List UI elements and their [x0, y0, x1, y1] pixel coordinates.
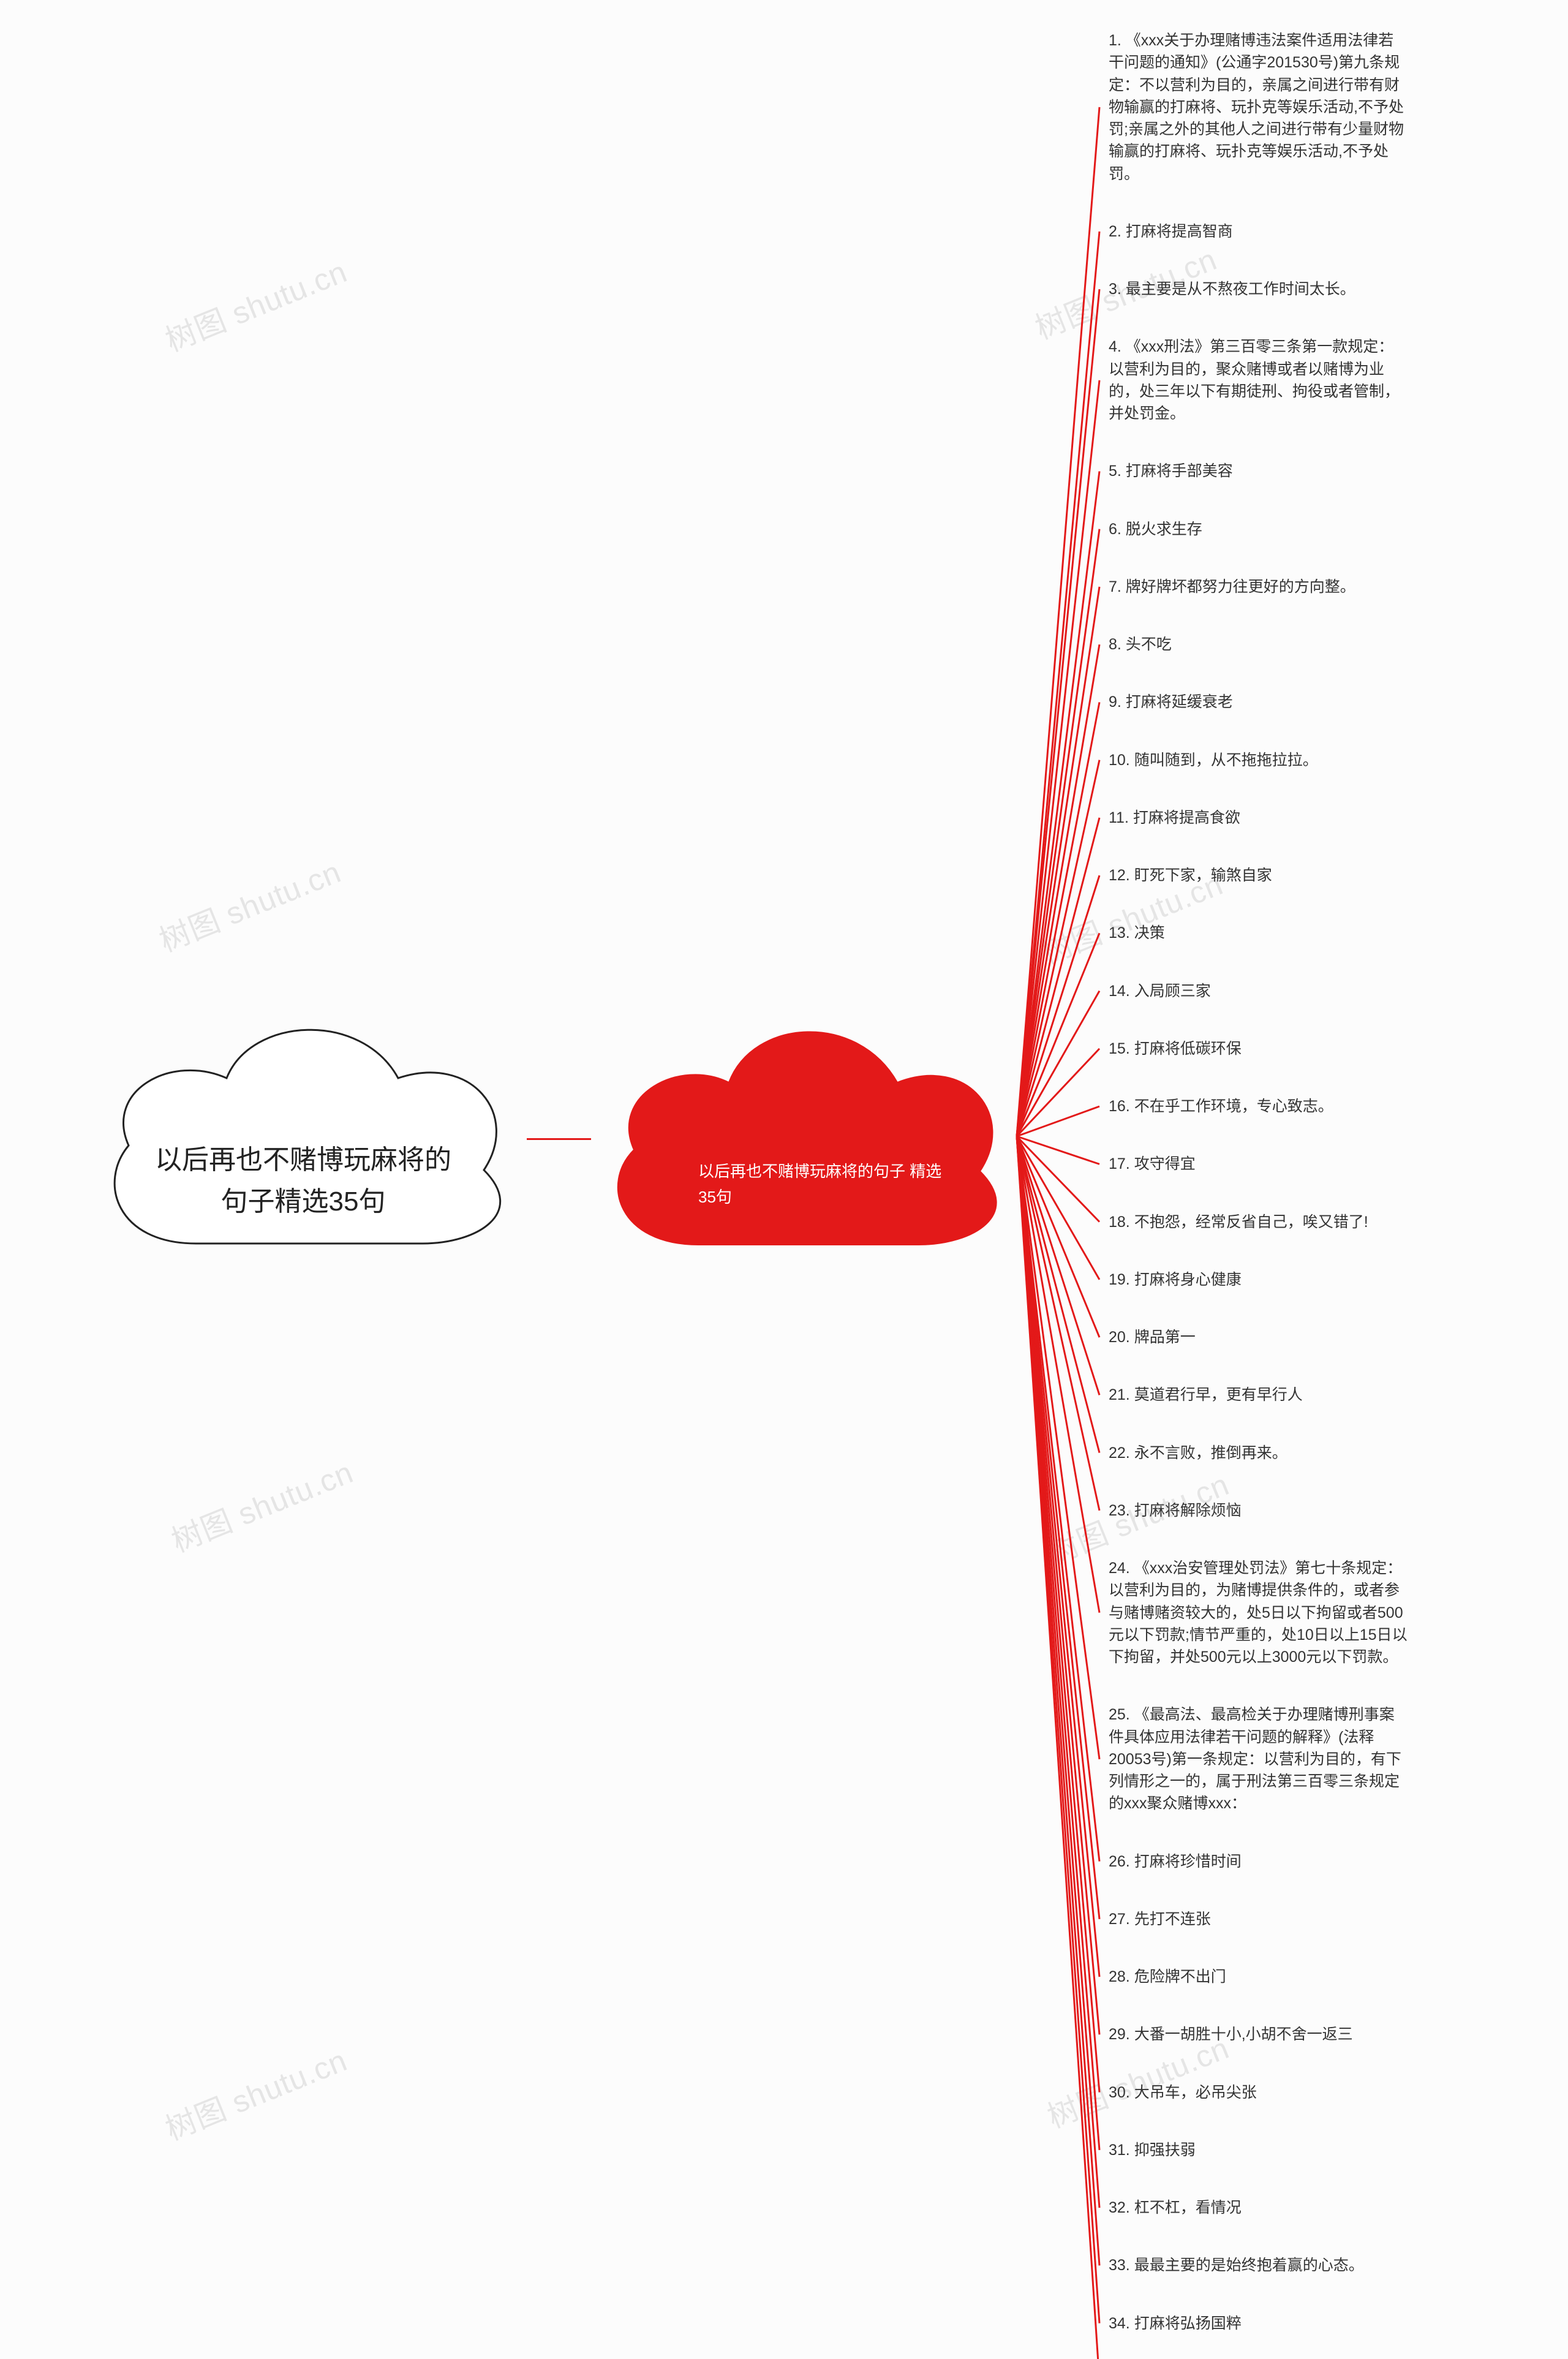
leaf-node: 25. 《最高法、最高检关于办理赌博刑事案件具体应用法律若干问题的解释》(法释2… [1102, 1699, 1409, 1819]
leaf-node: 10. 随叫随到，从不拖拖拉拉。 [1102, 744, 1415, 776]
leaf-node: 4. 《xxx刑法》第三百零三条第一款规定：以营利为目的，聚众赌博或者以赌博为业… [1102, 331, 1409, 429]
hub-title: 以后再也不赌博玩麻将的句子 精选 35句 [698, 1159, 956, 1210]
leaf-node: 17. 攻守得宜 [1102, 1148, 1415, 1180]
leaf-node: 14. 入局顾三家 [1102, 975, 1415, 1007]
leaf-node: 27. 先打不连张 [1102, 1903, 1415, 1935]
leaf-node: 23. 打麻将解除烦恼 [1102, 1495, 1415, 1527]
leaf-node: 30. 大吊车，必吊尖张 [1102, 2077, 1415, 2108]
leaf-node: 26. 打麻将珍惜时间 [1102, 1846, 1415, 1878]
node-column: 1. 《xxx关于办理赌博违法案件适用法律若干问题的通知》(公通字201530号… [1102, 25, 1446, 2359]
hub-title-line1: 以后再也不赌博玩麻将的句子 精选 [698, 1162, 941, 1180]
cloud-icon [80, 986, 527, 1280]
leaf-node: 16. 不在乎工作环境，专心致志。 [1102, 1090, 1415, 1122]
watermark: 树图 shutu.cn [164, 1448, 359, 1561]
leaf-node: 28. 危险牌不出门 [1102, 1961, 1415, 1993]
leaf-node: 22. 永不言败，推倒再来。 [1102, 1437, 1415, 1469]
leaf-node: 20. 牌品第一 [1102, 1321, 1415, 1353]
leaf-node: 2. 打麻将提高智商 [1102, 216, 1415, 247]
hub-title-line2: 35句 [698, 1188, 732, 1206]
leaf-node: 5. 打麻将手部美容 [1102, 455, 1415, 487]
root-title-line1: 以后再也不赌博玩麻将的 [155, 1145, 451, 1175]
leaf-node: 1. 《xxx关于办理赌博违法案件适用法律若干问题的通知》(公通字201530号… [1102, 25, 1409, 190]
cloud-icon [588, 994, 1017, 1275]
leaf-node: 13. 决策 [1102, 917, 1415, 949]
leaf-node: 31. 抑强扶弱 [1102, 2134, 1415, 2166]
root-to-hub-connector [527, 1138, 591, 1140]
leaf-node: 24. 《xxx治安管理处罚法》第七十条规定：以营利为目的，为赌博提供条件的，或… [1102, 1552, 1409, 1673]
hub-cloud: 以后再也不赌博玩麻将的句子 精选 35句 [588, 994, 1017, 1275]
root-title: 以后再也不赌博玩麻将的 句子精选35句 [80, 1139, 527, 1223]
leaf-node: 32. 杠不杠，看情况 [1102, 2192, 1415, 2224]
leaf-node: 8. 头不吃 [1102, 628, 1415, 660]
leaf-node: 19. 打麻将身心健康 [1102, 1264, 1415, 1296]
watermark: 树图 shutu.cn [158, 2036, 353, 2149]
leaf-node: 29. 大番一胡胜十小,小胡不舍一返三 [1102, 2018, 1415, 2050]
leaf-node: 33. 最最主要的是始终抱着赢的心态。 [1102, 2249, 1415, 2281]
leaf-node: 11. 打麻将提高食欲 [1102, 802, 1415, 834]
leaf-node: 21. 莫道君行早，更有早行人 [1102, 1379, 1415, 1411]
leaf-node: 3. 最主要是从不熬夜工作时间太长。 [1102, 273, 1415, 305]
leaf-node: 9. 打麻将延缓衰老 [1102, 686, 1415, 718]
leaf-node: 15. 打麻将低碳环保 [1102, 1033, 1415, 1065]
leaf-node: 12. 盯死下家，输煞自家 [1102, 859, 1415, 891]
leaf-node: 6. 脱火求生存 [1102, 513, 1415, 545]
leaf-node: 34. 打麻将弘扬国粹 [1102, 2308, 1415, 2339]
leaf-node: 18. 不抱怨，经常反省自己，唉又错了! [1102, 1206, 1415, 1238]
watermark: 树图 shutu.cn [158, 247, 353, 360]
root-title-line2: 句子精选35句 [221, 1187, 386, 1217]
watermark: 树图 shutu.cn [152, 848, 347, 961]
mindmap-canvas: 树图 shutu.cn 树图 shutu.cn 树图 shutu.cn 树图 shut… [0, 0, 1568, 2359]
root-cloud: 以后再也不赌博玩麻将的 句子精选35句 [80, 986, 527, 1280]
leaf-node: 7. 牌好牌坏都努力往更好的方向整。 [1102, 571, 1415, 603]
